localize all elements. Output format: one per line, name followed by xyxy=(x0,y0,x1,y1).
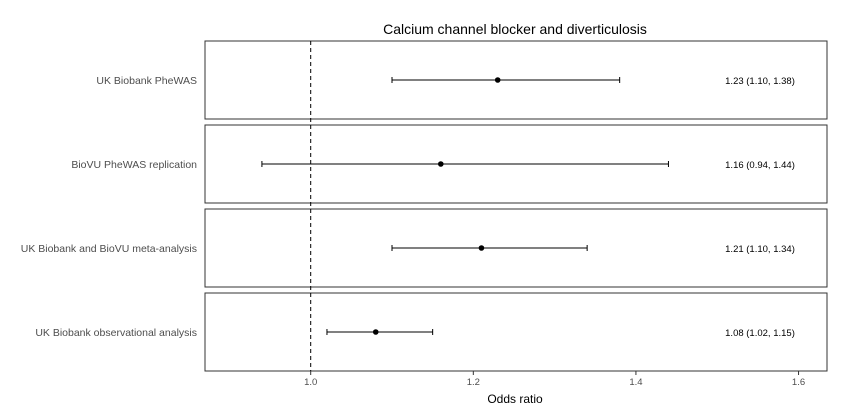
odds-ratio-point xyxy=(478,245,485,251)
study-label: UK Biobank observational analysis xyxy=(35,327,197,339)
ci-value-label: 1.23 (1.10, 1.38) xyxy=(725,76,795,87)
x-tick-label: 1.6 xyxy=(792,377,805,388)
forest-plot-panels xyxy=(204,40,828,372)
odds-ratio-point xyxy=(494,77,501,83)
x-tick-label: 1.0 xyxy=(304,377,317,388)
ci-value-label: 1.16 (0.94, 1.44) xyxy=(725,160,795,171)
x-tick-label: 1.2 xyxy=(467,377,480,388)
panel-frame xyxy=(204,292,828,372)
ci-value-label: 1.08 (1.02, 1.15) xyxy=(725,328,795,339)
study-label: BioVU PheWAS replication xyxy=(71,159,197,171)
x-axis-title: Odds ratio xyxy=(487,392,543,406)
odds-ratio-point xyxy=(372,329,379,335)
odds-ratio-point xyxy=(437,161,444,167)
chart-title: Calcium channel blocker and diverticulos… xyxy=(383,21,647,37)
x-tick-label: 1.4 xyxy=(629,377,642,388)
forest-plot-marks: UK Biobank PheWAS 1.23 (1.10, 1.38) BioVU … xyxy=(21,75,795,339)
ci-value-label: 1.21 (1.10, 1.34) xyxy=(725,244,795,255)
study-label: UK Biobank PheWAS xyxy=(96,75,197,87)
study-label: UK Biobank and BioVU meta-analysis xyxy=(21,243,197,255)
x-axis: 1.0 1.2 1.4 1.6 xyxy=(304,371,805,388)
